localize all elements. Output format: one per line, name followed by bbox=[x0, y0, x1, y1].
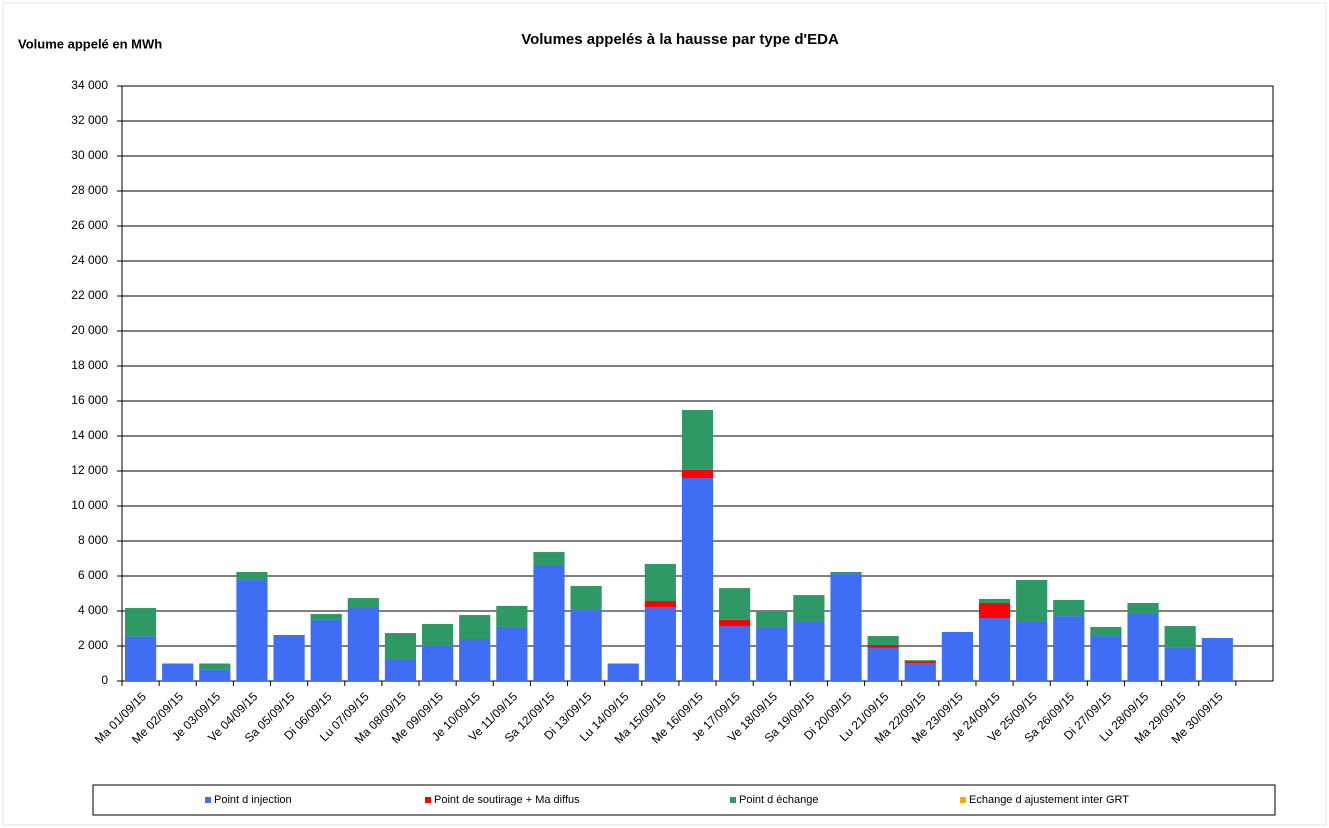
bar-segment bbox=[793, 622, 825, 681]
bar-segment bbox=[496, 626, 528, 681]
bar-segment bbox=[681, 409, 714, 470]
legend-swatch bbox=[425, 797, 431, 803]
bar-segment bbox=[1090, 636, 1122, 681]
bar-segment bbox=[644, 563, 676, 602]
bar-segment bbox=[904, 662, 936, 681]
bar-segment bbox=[236, 571, 268, 581]
y-tick-label: 16 000 bbox=[71, 393, 108, 407]
bar-segment bbox=[830, 574, 862, 681]
y-tick-label: 32 000 bbox=[71, 113, 108, 127]
bar-segment bbox=[719, 588, 751, 620]
legend-swatch bbox=[960, 797, 966, 803]
legend-box bbox=[92, 784, 1276, 816]
bar-segment bbox=[199, 663, 231, 670]
y-tick-label: 30 000 bbox=[71, 148, 108, 162]
bar-segment bbox=[978, 618, 1011, 681]
bar-segment bbox=[756, 626, 788, 681]
bar-segment bbox=[496, 605, 528, 627]
bar-segment bbox=[867, 647, 899, 681]
y-tick-label: 12 000 bbox=[71, 463, 108, 477]
bar-segment bbox=[347, 598, 379, 607]
legend-label: Point d injection bbox=[214, 794, 292, 806]
bar-segment bbox=[236, 580, 268, 681]
legend-swatch bbox=[205, 797, 211, 803]
y-tick-label: 24 000 bbox=[71, 253, 108, 267]
bar-segment bbox=[978, 602, 1011, 618]
bar-segment bbox=[384, 658, 417, 681]
bar-segment bbox=[1053, 616, 1085, 681]
bar-segment bbox=[681, 469, 714, 478]
bar-segment bbox=[124, 636, 157, 681]
bar-segment bbox=[570, 609, 602, 681]
bar-segment bbox=[1164, 647, 1196, 681]
bar-segment bbox=[1164, 626, 1196, 648]
y-tick-label: 8 000 bbox=[78, 533, 108, 547]
bar-segment bbox=[162, 663, 194, 681]
y-tick-label: 34 000 bbox=[71, 78, 108, 92]
y-tick-label: 6 000 bbox=[78, 568, 108, 582]
bar-segment bbox=[607, 663, 639, 681]
y-tick-label: 0 bbox=[101, 673, 108, 687]
bar-segment bbox=[867, 636, 899, 645]
y-tick-label: 22 000 bbox=[71, 288, 108, 302]
bar-segment bbox=[199, 669, 231, 681]
bar-segment bbox=[533, 564, 565, 681]
bar-segment bbox=[681, 478, 714, 681]
bar-segment bbox=[978, 598, 1011, 603]
bar-segment bbox=[310, 619, 342, 681]
y-tick-label: 26 000 bbox=[71, 218, 108, 232]
bar-segment bbox=[422, 623, 454, 646]
chart-title: Volumes appelés à la hausse par type d'E… bbox=[521, 31, 839, 48]
bar-segment bbox=[1016, 580, 1048, 623]
bar-segment bbox=[459, 615, 491, 639]
bar-segment bbox=[459, 639, 491, 681]
bar-segment bbox=[273, 634, 305, 681]
bar-segment bbox=[124, 608, 157, 637]
bar-segment bbox=[1053, 599, 1085, 617]
bar-segment bbox=[904, 660, 936, 662]
y-tick-label: 28 000 bbox=[71, 183, 108, 197]
legend-label: Echange d ajustement inter GRT bbox=[969, 794, 1129, 806]
bar-segment bbox=[941, 632, 973, 681]
bar-segment bbox=[719, 626, 751, 681]
y-tick-label: 14 000 bbox=[71, 428, 108, 442]
y-tick-label: 18 000 bbox=[71, 358, 108, 372]
bar-segment bbox=[1090, 626, 1122, 637]
legend-swatch bbox=[730, 797, 736, 803]
bar-segment bbox=[644, 601, 676, 607]
bar-segment bbox=[347, 606, 379, 681]
legend-label: Point d échange bbox=[739, 794, 819, 806]
y-tick-label: 2 000 bbox=[78, 638, 108, 652]
bar-segment bbox=[904, 661, 936, 663]
y-axis-label: Volume appelé en MWh bbox=[18, 36, 162, 51]
bar-segment bbox=[570, 585, 602, 610]
bar-segment bbox=[719, 619, 751, 627]
bar-segment bbox=[756, 611, 788, 627]
bar-segment bbox=[310, 613, 342, 620]
bar-segment bbox=[533, 552, 565, 565]
bar-segment bbox=[1127, 602, 1159, 614]
bar-segment bbox=[793, 595, 825, 623]
bar-segment bbox=[867, 644, 899, 648]
y-tick-label: 4 000 bbox=[78, 603, 108, 617]
bar-segment bbox=[830, 571, 862, 575]
legend-label: Point de soutirage + Ma diffus bbox=[434, 794, 580, 806]
bar-segment bbox=[1127, 613, 1159, 681]
y-tick-label: 20 000 bbox=[71, 323, 108, 337]
bar-segment bbox=[384, 633, 417, 659]
bar-segment bbox=[1201, 637, 1233, 681]
bar-segment bbox=[644, 606, 676, 681]
bar-segment bbox=[1016, 622, 1048, 681]
y-tick-label: 10 000 bbox=[71, 498, 108, 512]
bar-segment bbox=[422, 646, 454, 681]
